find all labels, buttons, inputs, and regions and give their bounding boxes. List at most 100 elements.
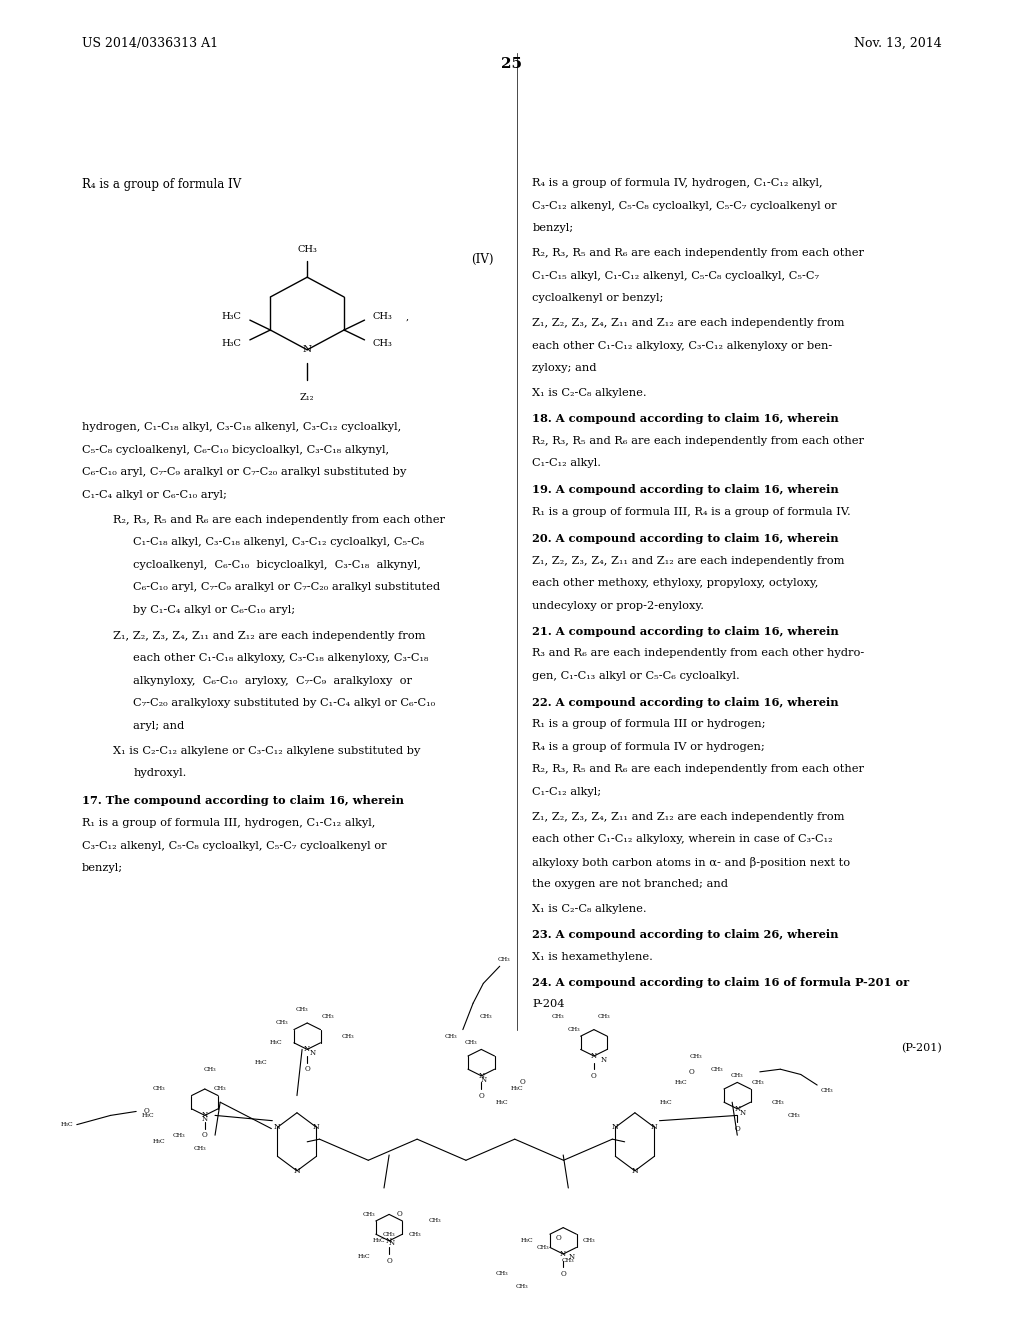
- Text: R₄ is a group of formula IV, hydrogen, C₁-C₁₂ alkyl,: R₄ is a group of formula IV, hydrogen, C…: [532, 178, 823, 189]
- Text: CH₃: CH₃: [429, 1218, 441, 1224]
- Text: each other methoxy, ethyloxy, propyloxy, octyloxy,: each other methoxy, ethyloxy, propyloxy,…: [532, 578, 819, 589]
- Text: CH₃: CH₃: [373, 339, 392, 347]
- Text: O: O: [560, 1270, 566, 1278]
- Text: Nov. 13, 2014: Nov. 13, 2014: [854, 37, 942, 50]
- Text: N: N: [274, 1123, 281, 1131]
- Text: CH₃: CH₃: [465, 1040, 477, 1045]
- Text: N: N: [601, 1056, 607, 1064]
- Text: X₁ is hexamethylene.: X₁ is hexamethylene.: [532, 952, 653, 962]
- Text: R₁ is a group of formula III or hydrogen;: R₁ is a group of formula III or hydrogen…: [532, 719, 766, 730]
- Text: H₃C: H₃C: [511, 1086, 523, 1092]
- Text: O: O: [202, 1131, 208, 1139]
- Text: Z₁, Z₂, Z₃, Z₄, Z₁₁ and Z₁₂ are each independently from: Z₁, Z₂, Z₃, Z₄, Z₁₁ and Z₁₂ are each ind…: [532, 556, 845, 566]
- Text: N: N: [386, 1237, 392, 1245]
- Text: H₃C: H₃C: [255, 1060, 267, 1065]
- Text: C₁-C₁₂ alkyl.: C₁-C₁₂ alkyl.: [532, 458, 601, 469]
- Text: O: O: [688, 1068, 694, 1076]
- Text: 25: 25: [502, 57, 522, 71]
- Text: R₂, R₃, R₅ and R₆ are each independently from each other: R₂, R₃, R₅ and R₆ are each independently…: [532, 764, 864, 775]
- Text: CH₃: CH₃: [173, 1133, 185, 1138]
- Text: H₃C: H₃C: [60, 1122, 73, 1127]
- Text: R₂, R₃, R₅ and R₆ are each independently from each other: R₂, R₃, R₅ and R₆ are each independently…: [113, 515, 444, 525]
- Text: CH₃: CH₃: [297, 246, 317, 253]
- Text: CH₃: CH₃: [322, 1014, 334, 1019]
- Text: benzyl;: benzyl;: [82, 863, 123, 874]
- Text: 24. A compound according to claim 16 of formula P-201 or: 24. A compound according to claim 16 of …: [532, 977, 909, 987]
- Text: hydroxyl.: hydroxyl.: [133, 768, 186, 779]
- Text: O: O: [143, 1107, 150, 1115]
- Text: CH₃: CH₃: [409, 1232, 421, 1237]
- Text: 18. A compound according to claim 16, wherein: 18. A compound according to claim 16, wh…: [532, 413, 840, 424]
- Text: H₃C: H₃C: [222, 339, 242, 347]
- Text: CH₃: CH₃: [373, 313, 392, 321]
- Text: O: O: [734, 1125, 740, 1133]
- Text: N: N: [739, 1109, 745, 1117]
- Text: N: N: [478, 1072, 484, 1080]
- Text: R₂, R₃, R₅ and R₆ are each independently from each other: R₂, R₃, R₅ and R₆ are each independently…: [532, 436, 864, 446]
- Text: CH₃: CH₃: [787, 1113, 800, 1118]
- Text: 17. The compound according to claim 16, wherein: 17. The compound according to claim 16, …: [82, 795, 403, 805]
- Text: O: O: [519, 1078, 525, 1086]
- Text: ,: ,: [406, 313, 409, 321]
- Text: C₅-C₈ cycloalkenyl, C₆-C₁₀ bicycloalkyl, C₃-C₁₈ alkynyl,: C₅-C₈ cycloalkenyl, C₆-C₁₀ bicycloalkyl,…: [82, 445, 389, 455]
- Text: H₃C: H₃C: [270, 1040, 283, 1045]
- Text: alkynyloxy,  C₆-C₁₀  aryloxy,  C₇-C₉  aralkyloxy  or: alkynyloxy, C₆-C₁₀ aryloxy, C₇-C₉ aralky…: [133, 676, 412, 686]
- Text: CH₃: CH₃: [214, 1086, 226, 1092]
- Text: CH₃: CH₃: [537, 1245, 549, 1250]
- Text: C₃-C₁₂ alkenyl, C₅-C₈ cycloalkyl, C₅-C₇ cycloalkenyl or: C₃-C₁₂ alkenyl, C₅-C₈ cycloalkyl, C₅-C₇ …: [82, 841, 386, 851]
- Text: N: N: [202, 1115, 208, 1123]
- Text: C₆-C₁₀ aryl, C₇-C₉ aralkyl or C₇-C₂₀ aralkyl substituted by: C₆-C₁₀ aryl, C₇-C₉ aralkyl or C₇-C₂₀ ara…: [82, 467, 407, 478]
- Text: O: O: [555, 1234, 561, 1242]
- Text: CH₃: CH₃: [731, 1073, 743, 1078]
- Text: 20. A compound according to claim 16, wherein: 20. A compound according to claim 16, wh…: [532, 533, 839, 544]
- Text: C₁-C₁₈ alkyl, C₃-C₁₈ alkenyl, C₃-C₁₂ cycloalkyl, C₅-C₈: C₁-C₁₈ alkyl, C₃-C₁₈ alkenyl, C₃-C₁₂ cyc…: [133, 537, 424, 548]
- Text: benzyl;: benzyl;: [532, 223, 573, 234]
- Text: N: N: [612, 1123, 618, 1131]
- Text: 21. A compound according to claim 16, wherein: 21. A compound according to claim 16, wh…: [532, 626, 840, 636]
- Text: R₁ is a group of formula III, R₄ is a group of formula IV.: R₁ is a group of formula III, R₄ is a gr…: [532, 507, 851, 517]
- Text: R₂, R₃, R₅ and R₆ are each independently from each other: R₂, R₃, R₅ and R₆ are each independently…: [532, 248, 864, 259]
- Text: CH₃: CH₃: [752, 1080, 764, 1085]
- Text: O: O: [591, 1072, 597, 1080]
- Text: N: N: [651, 1123, 657, 1131]
- Text: (IV): (IV): [471, 253, 494, 267]
- Text: C₁-C₄ alkyl or C₆-C₁₀ aryl;: C₁-C₄ alkyl or C₆-C₁₀ aryl;: [82, 490, 226, 500]
- Text: R₄ is a group of formula IV: R₄ is a group of formula IV: [82, 178, 242, 191]
- Text: CH₃: CH₃: [275, 1020, 288, 1026]
- Text: O: O: [396, 1210, 402, 1218]
- Text: N: N: [313, 1123, 319, 1131]
- Text: cycloalkenyl,  C₆-C₁₀  bicycloalkyl,  C₃-C₁₈  alkynyl,: cycloalkenyl, C₆-C₁₀ bicycloalkyl, C₃-C₁…: [133, 560, 421, 570]
- Text: H₃C: H₃C: [659, 1100, 672, 1105]
- Text: by C₁-C₄ alkyl or C₆-C₁₀ aryl;: by C₁-C₄ alkyl or C₆-C₁₀ aryl;: [133, 605, 295, 615]
- Text: N: N: [480, 1076, 486, 1084]
- Text: CH₃: CH₃: [362, 1212, 375, 1217]
- Text: C₃-C₁₂ alkenyl, C₅-C₈ cycloalkyl, C₅-C₇ cycloalkenyl or: C₃-C₁₂ alkenyl, C₅-C₈ cycloalkyl, C₅-C₇ …: [532, 201, 837, 211]
- Text: N: N: [294, 1167, 300, 1175]
- Text: CH₃: CH₃: [690, 1053, 702, 1059]
- Text: CH₃: CH₃: [516, 1284, 528, 1290]
- Text: H₃C: H₃C: [153, 1139, 165, 1144]
- Text: H₃C: H₃C: [373, 1238, 385, 1243]
- Text: the oxygen are not branched; and: the oxygen are not branched; and: [532, 879, 728, 890]
- Text: CH₃: CH₃: [562, 1258, 574, 1263]
- Text: CH₃: CH₃: [772, 1100, 784, 1105]
- Text: H₃C: H₃C: [521, 1238, 534, 1243]
- Text: C₁-C₁₂ alkyl;: C₁-C₁₂ alkyl;: [532, 787, 602, 797]
- Text: X₁ is C₂-C₁₂ alkylene or C₃-C₁₂ alkylene substituted by: X₁ is C₂-C₁₂ alkylene or C₃-C₁₂ alkylene…: [113, 746, 420, 756]
- Text: N: N: [734, 1105, 740, 1113]
- Text: H₃C: H₃C: [142, 1113, 155, 1118]
- Text: N: N: [389, 1239, 395, 1247]
- Text: CH₃: CH₃: [498, 957, 510, 962]
- Text: R₃ and R₆ are each independently from each other hydro-: R₃ and R₆ are each independently from ea…: [532, 648, 864, 659]
- Text: Z₁, Z₂, Z₃, Z₄, Z₁₁ and Z₁₂ are each independently from: Z₁, Z₂, Z₃, Z₄, Z₁₁ and Z₁₂ are each ind…: [532, 812, 845, 822]
- Text: (P-201): (P-201): [901, 1043, 942, 1053]
- Text: X₁ is C₂-C₈ alkylene.: X₁ is C₂-C₈ alkylene.: [532, 388, 647, 399]
- Text: CH₃: CH₃: [480, 1014, 493, 1019]
- Text: CH₃: CH₃: [567, 1027, 580, 1032]
- Text: CH₃: CH₃: [711, 1067, 723, 1072]
- Text: CH₃: CH₃: [496, 1271, 508, 1276]
- Text: 22. A compound according to claim 16, wherein: 22. A compound according to claim 16, wh…: [532, 697, 839, 708]
- Text: CH₃: CH₃: [204, 1067, 216, 1072]
- Text: 23. A compound according to claim 26, wherein: 23. A compound according to claim 26, wh…: [532, 929, 839, 940]
- Text: CH₃: CH₃: [552, 1014, 564, 1019]
